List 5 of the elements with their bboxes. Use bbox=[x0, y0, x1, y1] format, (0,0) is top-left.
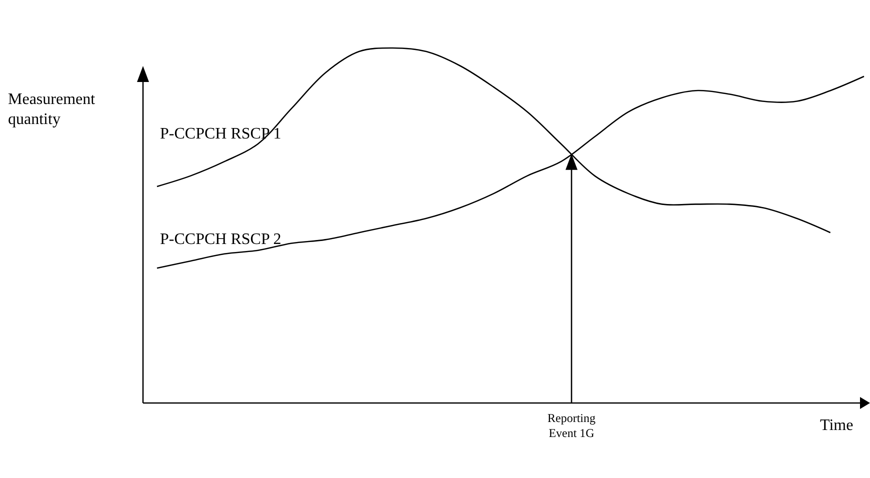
y-axis-title: Measurement quantity bbox=[8, 91, 96, 128]
series-label: P-CCPCH RSCP 1 bbox=[160, 125, 282, 142]
x-axis-title: Time bbox=[820, 417, 854, 434]
text: Reporting Event 1G bbox=[548, 411, 596, 440]
series-label: P-CCPCH RSCP 2 bbox=[160, 231, 282, 248]
